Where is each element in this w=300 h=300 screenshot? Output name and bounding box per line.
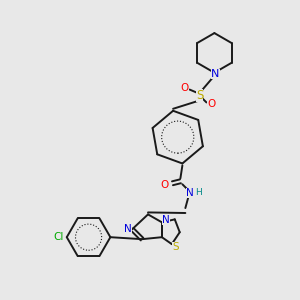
Text: O: O xyxy=(207,99,216,110)
Text: N: N xyxy=(124,224,132,234)
Text: H: H xyxy=(195,188,202,197)
Text: N: N xyxy=(186,188,194,198)
Text: N: N xyxy=(162,215,170,225)
Text: S: S xyxy=(172,242,179,252)
Text: O: O xyxy=(160,180,169,190)
Text: O: O xyxy=(181,82,189,93)
Text: N: N xyxy=(211,69,220,79)
Text: Cl: Cl xyxy=(54,232,64,242)
Text: S: S xyxy=(196,89,203,102)
